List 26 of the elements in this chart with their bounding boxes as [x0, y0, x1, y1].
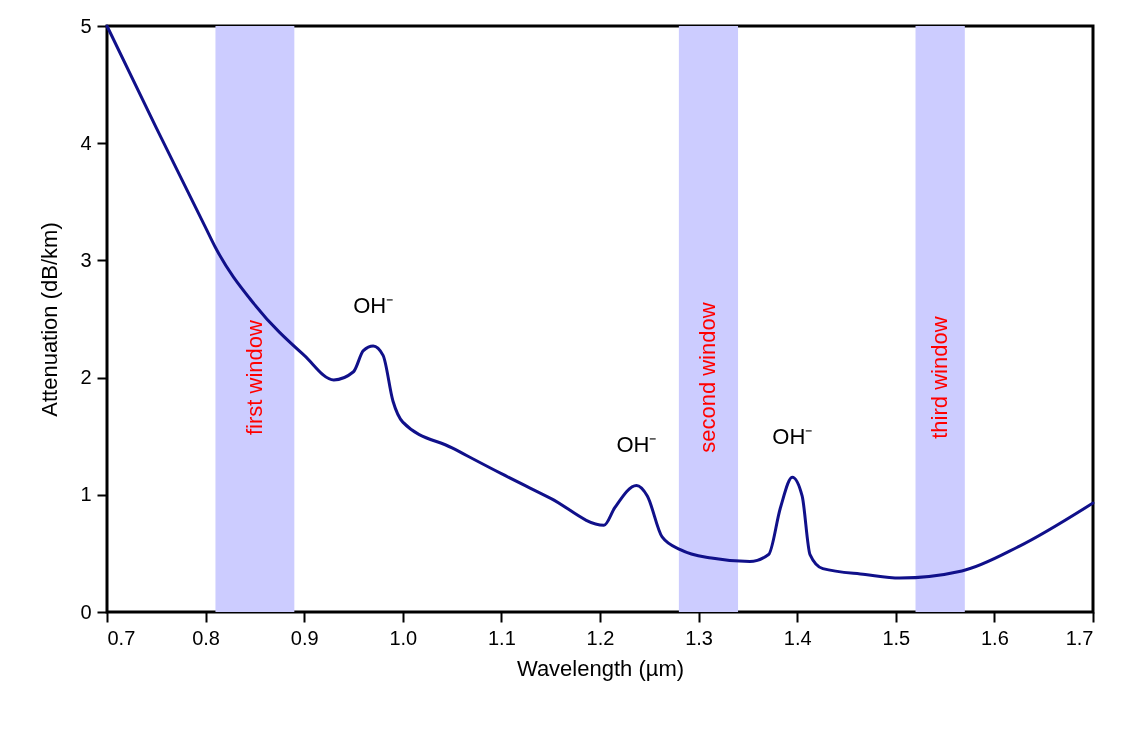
x-tick-label: 1.6	[980, 626, 1009, 649]
x-tick-label: 0.8	[192, 626, 221, 649]
x-tick-label: 0.9	[290, 626, 319, 649]
y-tick-label: 5	[80, 14, 92, 37]
annotation: OH⁻	[616, 432, 657, 458]
x-tick-label: 1.1	[487, 626, 516, 649]
band-label: third window	[927, 316, 953, 439]
x-tick-label: 0.7	[107, 626, 136, 649]
band-label: second window	[695, 302, 721, 453]
annotation: OH⁻	[353, 292, 394, 318]
y-tick-label: 1	[80, 483, 92, 506]
x-tick-label: 1.2	[586, 626, 615, 649]
x-tick-label: 1.0	[389, 626, 418, 649]
y-tick-label: 2	[80, 366, 92, 389]
x-axis-title: Wavelength (µm)	[516, 655, 685, 681]
y-tick-label: 3	[80, 248, 92, 271]
x-tick-label: 1.5	[882, 626, 911, 649]
y-tick-label: 0	[80, 600, 92, 623]
line-series	[105, 24, 1095, 580]
y-tick-label: 4	[80, 131, 92, 154]
annotation: OH⁻	[772, 424, 813, 450]
x-tick-label: 1.4	[783, 626, 812, 649]
band-label: first window	[241, 320, 267, 436]
y-axis-title: Attenuation (dB/km)	[37, 222, 63, 417]
x-tick-label: 1.7	[1065, 626, 1094, 649]
x-tick-label: 1.3	[685, 626, 714, 649]
